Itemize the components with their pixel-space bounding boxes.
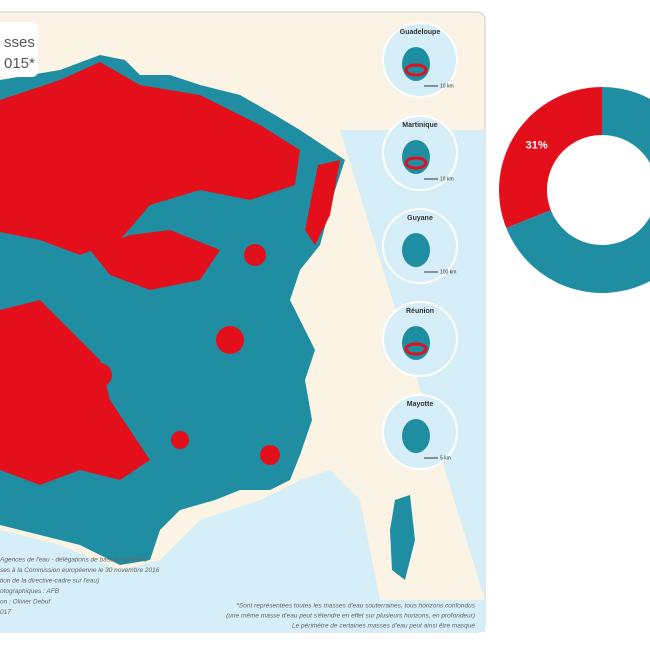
inset-label: Réunion <box>406 308 434 315</box>
credit-line: ses à la Commission européenne le 30 nov… <box>0 567 160 574</box>
inset-label: Guyane <box>407 215 433 222</box>
title: 015* <box>4 55 35 72</box>
corsica <box>390 495 415 580</box>
credit-line: otographiques : AFB <box>0 588 60 595</box>
island-red <box>404 63 428 77</box>
credit-line: Agences de l'eau - délégations de bassin… <box>0 557 148 564</box>
donut-label: 31% <box>526 140 548 152</box>
red-area <box>171 431 189 449</box>
footnote-line: (une même masse d'eau peut s'étendre en … <box>226 613 475 620</box>
footnote-line: *Sont représentées toutes les masses d'e… <box>236 603 475 610</box>
island-red <box>404 342 428 356</box>
credit-line: 017 <box>0 609 11 616</box>
scale-label: 10 km <box>440 83 454 89</box>
red-area <box>216 326 244 354</box>
island <box>402 419 430 453</box>
red-area <box>88 363 112 387</box>
scale-label: 100 km <box>440 269 456 275</box>
red-area <box>305 160 340 245</box>
red-area <box>244 244 266 266</box>
island-red <box>404 156 428 170</box>
inset-label: Mayotte <box>407 401 434 408</box>
title-box <box>0 22 38 77</box>
donut-segment <box>499 87 602 228</box>
footnote-line: Le périmètre de certaines masses d'eau p… <box>292 623 475 630</box>
red-area <box>90 230 220 290</box>
scale-label: 10 km <box>440 176 454 182</box>
scale-label: 5 km <box>440 455 451 461</box>
donut-segment <box>506 87 650 293</box>
red-area <box>0 62 300 255</box>
red-area <box>0 300 150 485</box>
france-map <box>0 55 415 580</box>
credit-line: tion de la directive-cadre sur l'eau) <box>0 578 99 585</box>
island <box>402 233 430 267</box>
credit-line: on : Olivier Debuf <box>0 599 51 606</box>
inset-label: Martinique <box>402 122 437 129</box>
red-area <box>260 445 280 465</box>
inset-label: Guadeloupe <box>400 29 441 36</box>
title: sses <box>4 34 35 51</box>
